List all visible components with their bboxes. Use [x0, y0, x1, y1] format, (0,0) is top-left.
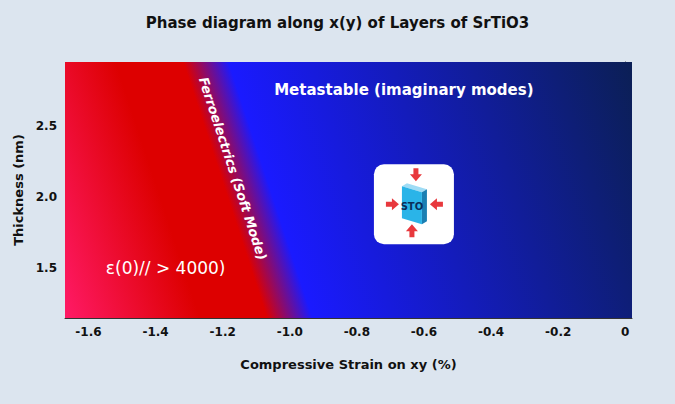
svg-text:-1.6: -1.6 [75, 325, 101, 339]
svg-text:-0.6: -0.6 [411, 325, 437, 339]
svg-text:Ferroelectrics (Soft Mode): Ferroelectrics (Soft Mode) [196, 75, 270, 262]
svg-text:-0.2: -0.2 [545, 325, 571, 339]
svg-text:-0.4: -0.4 [478, 325, 504, 339]
svg-text:ε(0)// > 4000): ε(0)// > 4000) [106, 258, 226, 278]
svg-text:STO: STO [401, 201, 424, 212]
svg-text:Phase diagram along x(y) of La: Phase diagram along x(y) of Layers of Sr… [146, 14, 529, 32]
svg-text:2.0: 2.0 [36, 190, 57, 204]
svg-text:-1.0: -1.0 [277, 325, 303, 339]
svg-text:0: 0 [621, 325, 629, 339]
svg-text:-1.4: -1.4 [142, 325, 168, 339]
svg-text:Compressive Strain on xy (%): Compressive Strain on xy (%) [240, 357, 456, 372]
svg-text:Thickness (nm): Thickness (nm) [11, 134, 26, 246]
svg-text:1.5: 1.5 [36, 261, 57, 275]
svg-text:Metastable (imaginary modes): Metastable (imaginary modes) [274, 81, 533, 99]
svg-text:-0.8: -0.8 [344, 325, 370, 339]
svg-text:-1.2: -1.2 [210, 325, 236, 339]
svg-text:2.5: 2.5 [36, 119, 57, 133]
